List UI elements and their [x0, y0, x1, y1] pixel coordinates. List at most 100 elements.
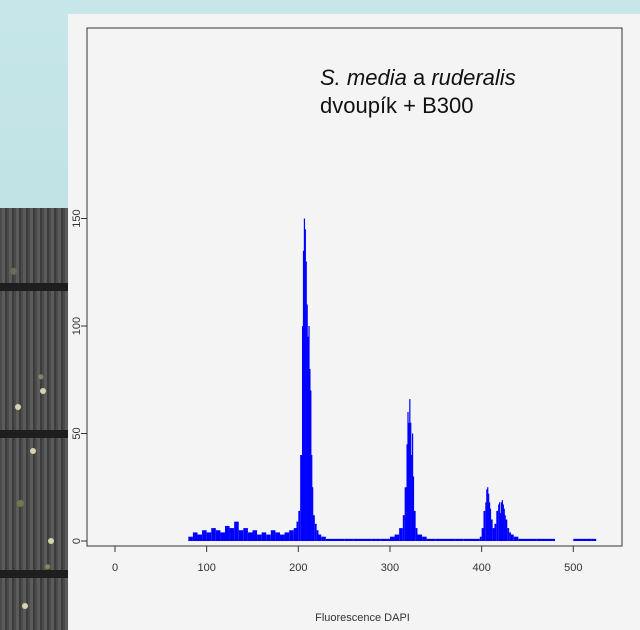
histogram-bar — [312, 515, 315, 541]
histogram-chart: 0 100 200 300 400 500 0 50 100 150 Fluorescence … — [71, 27, 623, 624]
histogram-bar — [505, 519, 508, 541]
histogram-bar — [307, 336, 309, 541]
histogram-bar — [407, 412, 409, 541]
histogram-bar — [304, 229, 306, 541]
histogram-bar — [325, 538, 335, 541]
histogram-bar — [485, 502, 487, 541]
histogram-bar — [399, 528, 403, 541]
histogram-bar — [318, 534, 322, 541]
histogram-bar — [192, 532, 198, 541]
pavement-seam — [0, 283, 68, 291]
histogram-bar — [394, 534, 400, 541]
x-tick-label: 0 — [112, 562, 118, 574]
histogram-bar — [503, 508, 505, 541]
plot-panel: 0 100 200 300 400 500 0 50 100 150 Fluorescence … — [68, 14, 640, 630]
histogram-bar — [334, 538, 345, 541]
histogram-bar — [344, 538, 354, 541]
histogram-bar — [426, 538, 436, 541]
histogram-bar — [500, 502, 503, 541]
histogram-bar — [479, 536, 482, 541]
histogram-bar — [252, 530, 258, 541]
histogram-bar — [513, 536, 519, 541]
histogram-bar — [308, 326, 310, 541]
histogram-bar — [486, 489, 488, 541]
sample-annotation: S. media a ruderalis dvoupík + B300 — [320, 64, 516, 120]
histogram-bar — [509, 532, 511, 541]
histogram-bar — [371, 538, 381, 541]
histogram-bar — [311, 455, 313, 541]
histogram-bar — [536, 538, 555, 541]
histogram-bar — [229, 528, 235, 541]
histogram-bar — [270, 530, 276, 541]
histogram-bar — [472, 538, 480, 541]
histogram-bar — [309, 369, 311, 541]
plant-leaf — [30, 448, 36, 454]
y-tick-label: 0 — [71, 538, 83, 544]
histogram-bar — [488, 502, 491, 541]
histogram-bar — [488, 493, 490, 541]
histogram-bar — [261, 532, 267, 541]
histogram-bar — [211, 528, 216, 541]
histogram-bar — [408, 422, 410, 541]
histogram-bar — [202, 530, 207, 541]
histogram-bars — [188, 218, 597, 541]
histogram-bar — [197, 534, 203, 541]
histogram-bar — [301, 326, 304, 541]
histogram-bar — [380, 538, 390, 541]
histogram-bar — [501, 500, 504, 541]
histogram-bar — [362, 538, 372, 541]
histogram-bar — [490, 519, 493, 541]
x-tick-label: 500 — [564, 562, 582, 574]
histogram-bar — [591, 538, 597, 541]
histogram-bar — [266, 534, 271, 541]
annotation-line-1: S. media a ruderalis — [320, 64, 516, 92]
y-tick-label: 150 — [71, 209, 83, 227]
histogram-bar — [243, 528, 248, 541]
histogram-bar — [238, 530, 244, 541]
histogram-bar — [284, 532, 290, 541]
histogram-bar — [454, 538, 464, 541]
histogram-bar — [422, 536, 427, 541]
plant-leaf — [40, 388, 46, 394]
histogram-bar — [411, 455, 413, 541]
histogram-bar — [206, 532, 212, 541]
annotation-conjunction: a — [412, 65, 426, 90]
histogram-bar — [496, 510, 499, 541]
pavement-seam — [0, 430, 68, 438]
histogram-bar — [314, 523, 317, 541]
histogram-bar — [188, 536, 193, 541]
histogram-bar — [257, 534, 262, 541]
histogram-bar — [417, 534, 423, 541]
histogram-bar — [312, 487, 314, 541]
histogram-bar — [310, 390, 312, 541]
histogram-bar — [412, 476, 415, 541]
y-tick-label: 100 — [71, 317, 83, 335]
histogram-bar — [463, 538, 473, 541]
histogram-bar — [444, 538, 455, 541]
histogram-bar — [510, 534, 514, 541]
histogram-bar — [487, 487, 489, 541]
histogram-bar — [409, 399, 411, 541]
histogram-bar — [499, 513, 502, 541]
histogram-bar — [224, 525, 230, 541]
histogram-bar — [234, 521, 239, 541]
y-axis: 0 50 100 150 — [71, 209, 88, 544]
histogram-bar — [316, 530, 319, 541]
histogram-bar — [353, 538, 363, 541]
histogram-bar — [489, 508, 492, 541]
histogram-bar — [247, 532, 253, 541]
histogram-bar — [494, 523, 497, 541]
histogram-bar — [518, 538, 537, 541]
histogram-bar — [492, 528, 495, 541]
plant-leaf — [15, 404, 21, 410]
histogram-bar — [289, 530, 294, 541]
histogram-bar — [302, 250, 305, 541]
x-tick-label: 400 — [472, 562, 490, 574]
histogram-bar — [481, 528, 484, 541]
histogram-bar — [402, 515, 405, 541]
histogram-bar — [220, 532, 225, 541]
histogram-bar — [305, 261, 307, 541]
histogram-bar — [215, 530, 221, 541]
histogram-bar — [415, 528, 418, 541]
histogram-bar — [411, 433, 414, 541]
